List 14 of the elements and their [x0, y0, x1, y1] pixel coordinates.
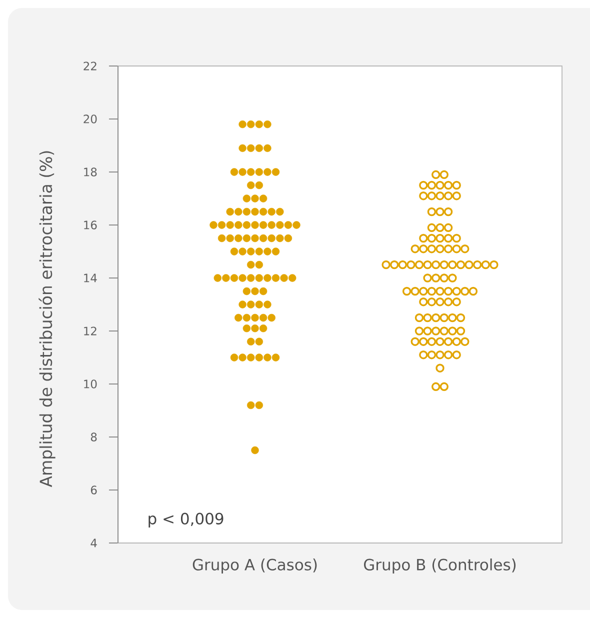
- y-tick-label: 12: [84, 326, 96, 336]
- y-tick-label: 10: [84, 380, 97, 388]
- y-tick-label: 18: [84, 168, 97, 176]
- y-tick-label: 6: [90, 486, 97, 494]
- y-tick-label: 22: [84, 62, 96, 70]
- annotation: p < 0,009: [148, 512, 224, 528]
- y-tick-label: 20: [84, 114, 97, 124]
- y-tick-label: 4: [90, 538, 97, 548]
- y-tick-label: 16: [84, 220, 97, 230]
- y-axis-title: Amplitud de distribución eritrocitaria (%): [38, 151, 56, 488]
- x-tick-label: Grupo A (Casos): [192, 558, 317, 574]
- x-tick-label: Grupo B (Controles): [364, 558, 516, 574]
- y-tick-label: 14: [84, 274, 97, 282]
- y-tick-label: 8: [90, 432, 97, 442]
